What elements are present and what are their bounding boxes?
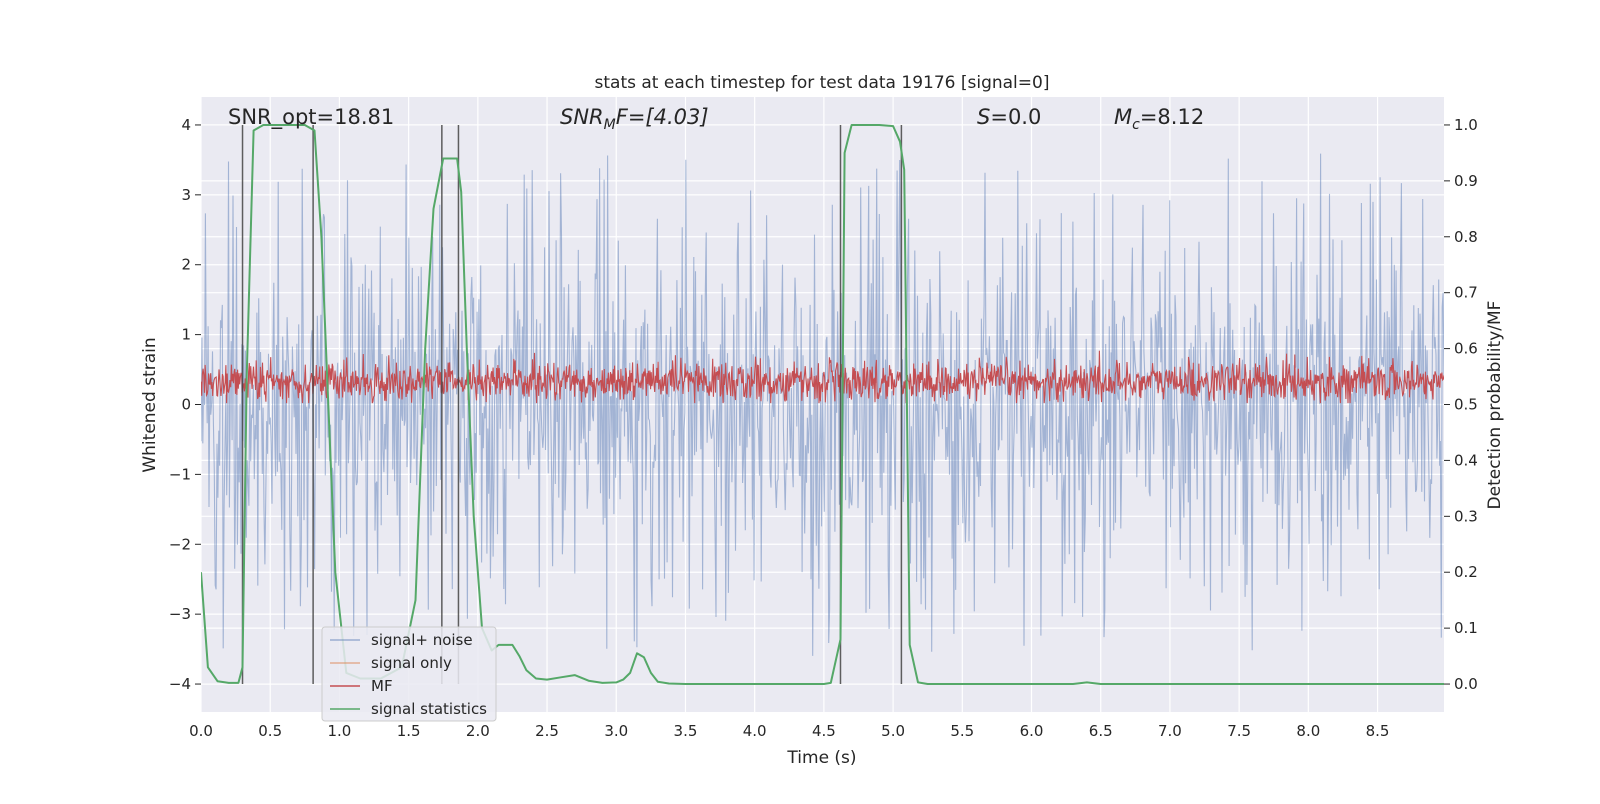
x-tick-label: 1.5 <box>397 722 421 740</box>
x-tick-label: 0.5 <box>258 722 282 740</box>
snr-mf-subscript: M <box>604 117 616 133</box>
x-axis-label: Time (s) <box>786 748 856 768</box>
s-symbol: S <box>977 105 990 129</box>
signal-statistics-line <box>201 124 1444 685</box>
x-tick-label: 5.5 <box>950 722 974 740</box>
y-tick-label-right: 0.5 <box>1454 396 1478 414</box>
x-tick-label: 1.0 <box>327 722 351 740</box>
mf-line <box>201 350 1444 404</box>
y-tick-label-left: 2 <box>181 256 191 274</box>
mc-symbol: M <box>1114 105 1132 129</box>
signal-statistics-series <box>201 124 1444 685</box>
x-tick-label: 2.0 <box>466 722 490 740</box>
s-annotation: S=0.0 <box>977 105 1041 129</box>
legend: signal+ noise signal only MF signal stat… <box>321 626 497 722</box>
y-tick-label-right: 0.1 <box>1454 619 1478 637</box>
legend-frame <box>321 626 497 722</box>
x-tick-label: 2.5 <box>535 722 559 740</box>
mf-series <box>201 350 1444 404</box>
x-tick-label: 4.0 <box>743 722 767 740</box>
x-tick-label: 3.0 <box>604 722 628 740</box>
x-tick-label: 6.5 <box>1089 722 1113 740</box>
y-tick-label-right: 0.3 <box>1454 507 1478 525</box>
x-tick-label: 5.0 <box>881 722 905 740</box>
y-tick-label-left: 3 <box>181 186 191 204</box>
gridlines <box>200 97 1444 712</box>
x-tick-label: 4.5 <box>812 722 836 740</box>
x-tick-label: 0.0 <box>189 722 213 740</box>
mc-subscript: c <box>1132 117 1140 133</box>
y-tick-label-right: 0.9 <box>1454 172 1478 190</box>
y-tick-label-right: 1.0 <box>1454 116 1478 134</box>
y-tick-label-right: 0.7 <box>1454 284 1478 302</box>
x-tick-label: 8.5 <box>1366 722 1390 740</box>
x-tick-label: 8.0 <box>1296 722 1320 740</box>
y-tick-label-left: 4 <box>181 116 191 134</box>
data-layer <box>201 124 1444 685</box>
legend-label-mf: MF <box>371 677 393 695</box>
y-axis-label-right: Detection probability/MF <box>1485 301 1505 510</box>
y-tick-label-right: 0.4 <box>1454 451 1478 469</box>
legend-label-signal-only: signal only <box>371 654 452 672</box>
y-tick-label-left: −3 <box>169 605 191 623</box>
mc-value: =8.12 <box>1140 105 1204 129</box>
snr-mf-value: F=[4.03] <box>616 105 709 129</box>
y-tick-label-right: 0.2 <box>1454 563 1478 581</box>
signal-noise-series <box>201 153 1444 656</box>
legend-label-signal-noise: signal+ noise <box>371 631 473 649</box>
snr-mf-symbol: SNR <box>560 105 604 129</box>
y-tick-label-left: 1 <box>181 326 191 344</box>
ticks: 0.0 0.5 1.0 1.5 2.0 2.5 3.0 3.5 4.0 4.5 5.0 5.5 6.0 6… <box>169 116 1478 740</box>
snr-opt-annotation: SNR_opt=18.81 <box>228 105 394 130</box>
x-tick-label: 3.5 <box>674 722 698 740</box>
y-tick-label-right: 0.6 <box>1454 340 1478 358</box>
legend-label-signal-statistics: signal statistics <box>371 700 487 718</box>
x-tick-label: 7.0 <box>1158 722 1182 740</box>
s-value: =0.0 <box>990 105 1041 129</box>
y-tick-label-left: 0 <box>181 396 191 414</box>
mc-annotation: Mc=8.12 <box>1114 105 1204 133</box>
x-tick-label: 7.5 <box>1227 722 1251 740</box>
y-tick-label-left: −4 <box>169 675 191 693</box>
x-tick-label: 6.0 <box>1020 722 1044 740</box>
chart-title: stats at each timestep for test data 191… <box>595 73 1050 93</box>
y-tick-label-right: 0.8 <box>1454 228 1478 246</box>
snr-mf-annotation: SNRMF=[4.03] <box>560 105 709 133</box>
signal-noise-line <box>201 153 1444 656</box>
y-axis-label-left: Whitened strain <box>140 337 160 472</box>
y-tick-label-left: −2 <box>169 535 191 553</box>
y-tick-label-left: −1 <box>169 465 191 483</box>
y-tick-label-right: 0.0 <box>1454 675 1478 693</box>
